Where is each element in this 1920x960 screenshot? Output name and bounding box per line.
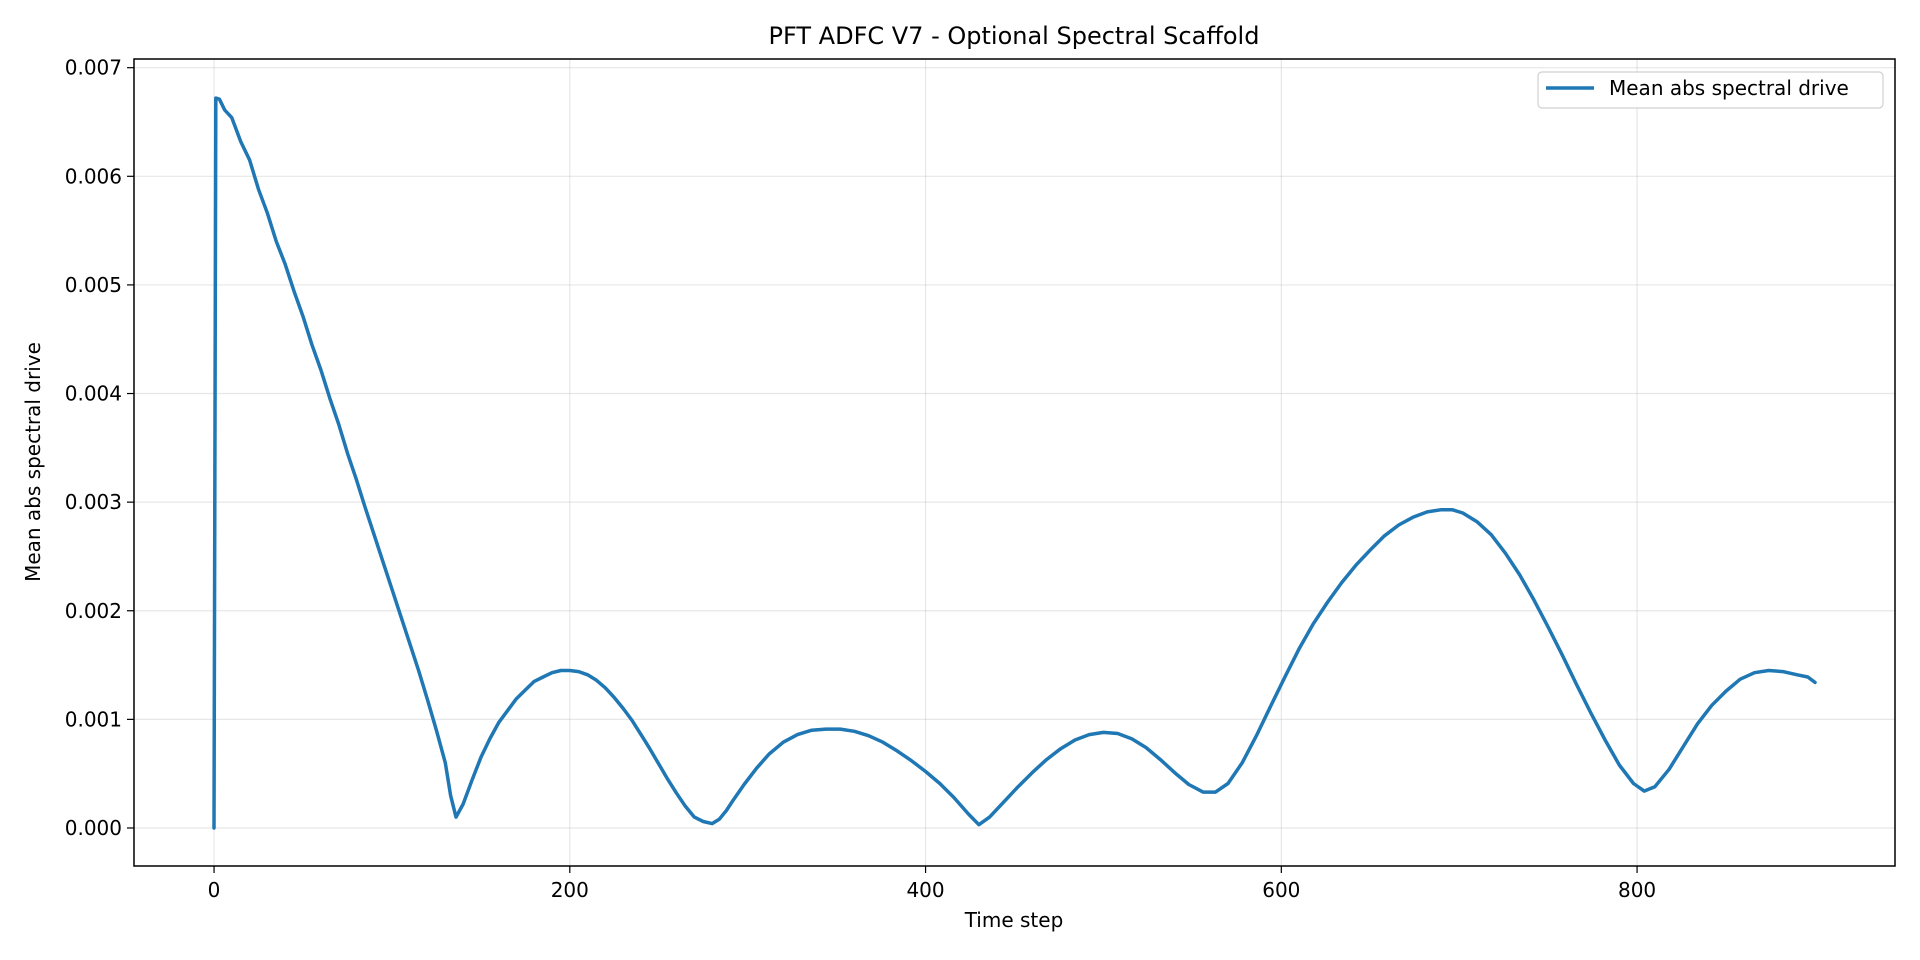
chart-title: PFT ADFC V7 - Optional Spectral Scaffold	[769, 22, 1260, 50]
plot-frame	[133, 58, 1896, 867]
y-tick-label: 0.000	[65, 816, 122, 840]
legend-series-label: Mean abs spectral drive	[1609, 76, 1849, 100]
y-tick-label: 0.003	[65, 490, 122, 514]
y-tick-label: 0.004	[65, 382, 122, 406]
y-tick-label: 0.002	[65, 599, 122, 623]
x-tick-label: 800	[1618, 878, 1656, 902]
legend: Mean abs spectral drive	[1537, 71, 1884, 109]
y-tick-label: 0.007	[65, 56, 122, 80]
y-tick-label: 0.005	[65, 273, 122, 297]
legend-box	[1537, 71, 1884, 109]
y-axis-label: Mean abs spectral drive	[21, 342, 45, 582]
y-tick-label: 0.001	[65, 707, 122, 731]
series-layer	[212, 96, 1817, 830]
x-tick-label: 0	[208, 878, 221, 902]
x-axis-label: Time step	[964, 908, 1064, 932]
x-tick-label: 600	[1262, 878, 1300, 902]
grid	[134, 59, 1895, 866]
y-tick-label: 0.006	[65, 164, 122, 188]
series-line	[212, 96, 1817, 830]
x-tick-label: 400	[906, 878, 944, 902]
axis-ticks: 0 200 400 600 800 0.000 0.001 0.002 0.003 0.004 0.…	[65, 56, 1656, 902]
x-tick-label: 200	[551, 878, 589, 902]
